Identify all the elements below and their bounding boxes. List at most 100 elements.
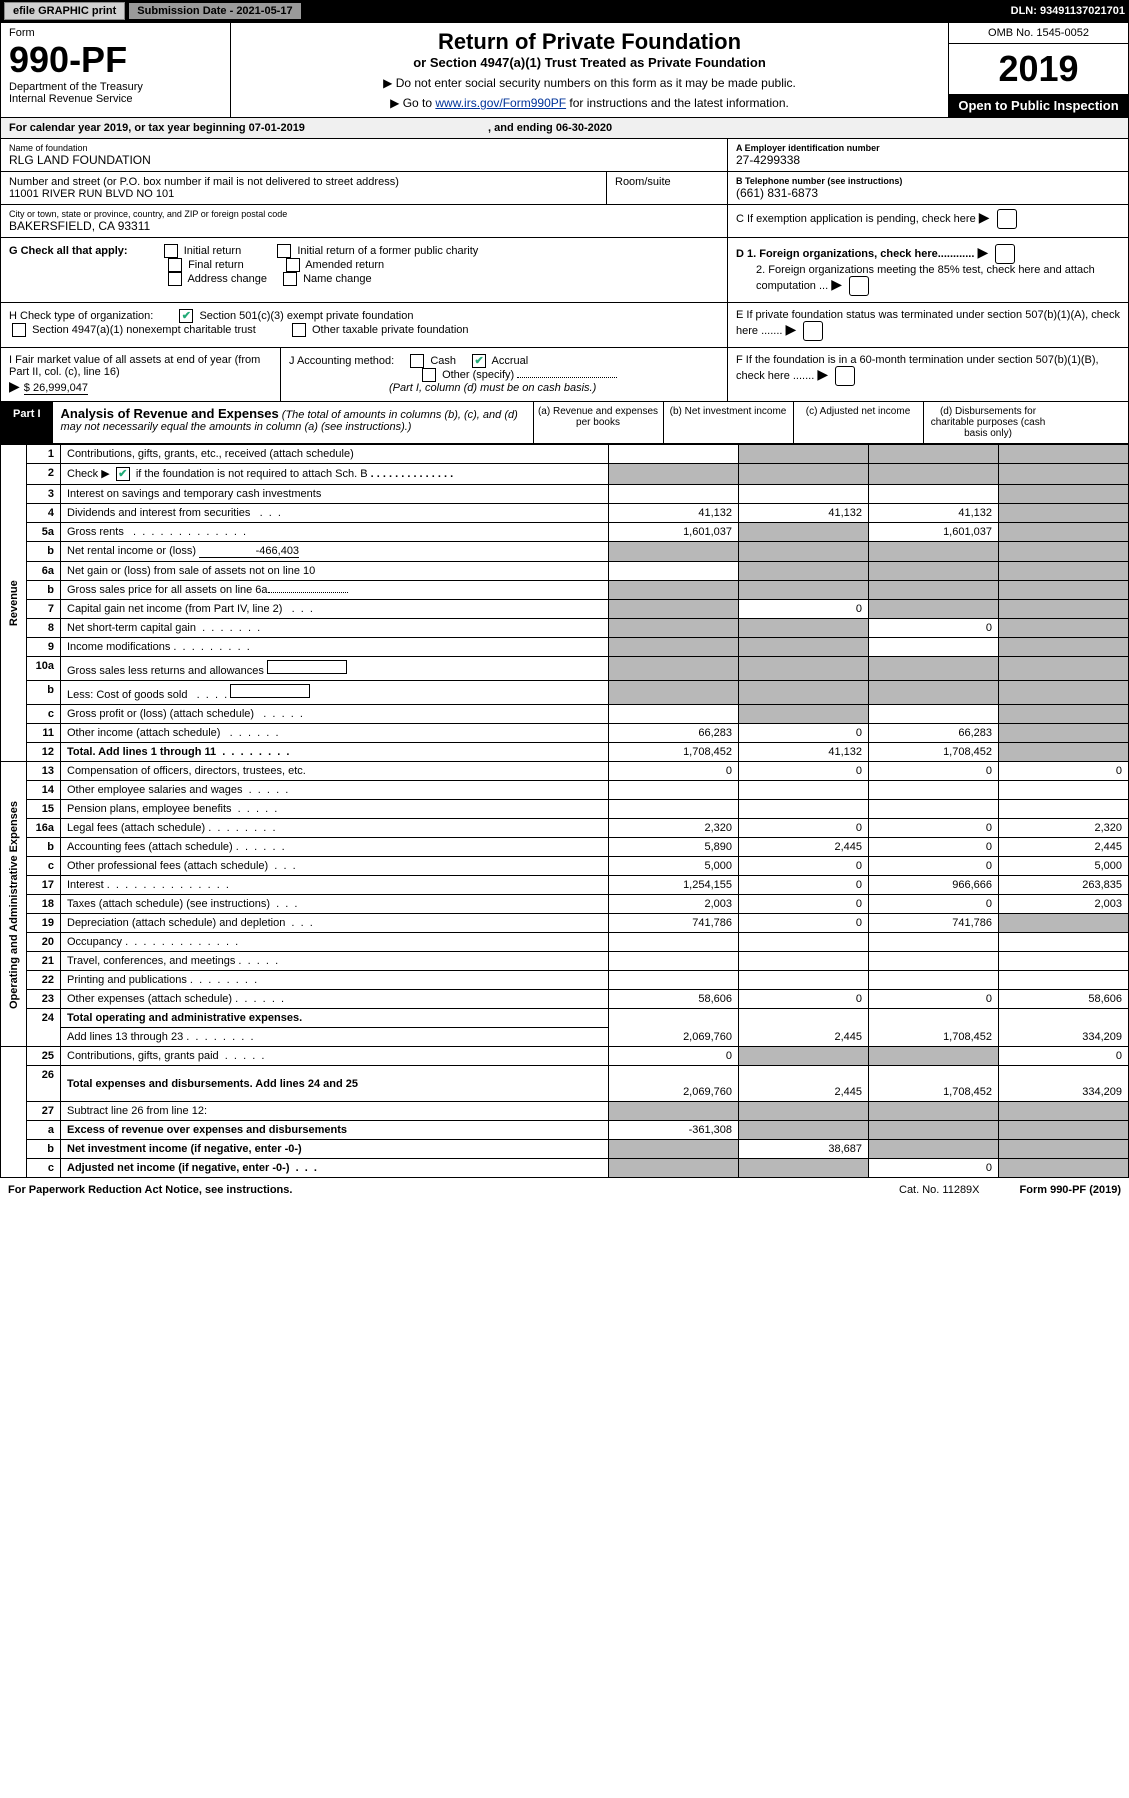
line-no: b <box>27 681 61 705</box>
chk-initial[interactable] <box>164 244 178 258</box>
ein-value: 27-4299338 <box>736 153 1120 167</box>
chk-sch-b[interactable]: ✔ <box>116 467 130 481</box>
ein-label: A Employer identification number <box>736 143 1120 153</box>
tel-cell: B Telephone number (see instructions) (6… <box>728 172 1128 205</box>
opt-other-method: Other (specify) <box>442 369 514 381</box>
cell-val: 1,708,452 <box>609 743 739 762</box>
f-label: F If the foundation is in a 60-month ter… <box>736 354 1099 382</box>
cell-val: 0 <box>739 876 869 895</box>
chk-final[interactable] <box>168 258 182 272</box>
arrow-icon: ▶ <box>786 321 797 337</box>
part1-table: Revenue 1Contributions, gifts, grants, e… <box>0 444 1129 1178</box>
j-note: (Part I, column (d) must be on cash basi… <box>389 382 596 394</box>
cell-val: 2,320 <box>609 819 739 838</box>
chk-cash[interactable] <box>410 354 424 368</box>
chk-other-taxable[interactable] <box>292 323 306 337</box>
note-goto-pre: ▶ Go to <box>390 96 435 110</box>
col-c-header: (c) Adjusted net income <box>793 402 923 443</box>
j-label: J Accounting method: <box>289 355 394 367</box>
cell-val: 0 <box>739 762 869 781</box>
d1-row: D 1. Foreign organizations, check here..… <box>736 244 1120 264</box>
dln: DLN: 93491137021701 <box>1011 5 1125 17</box>
line-no: 20 <box>27 933 61 952</box>
dept-treasury: Department of the Treasury <box>9 81 222 93</box>
cell-val: 0 <box>739 724 869 743</box>
cell-val: 41,132 <box>739 504 869 523</box>
line-desc: Other professional fees (attach schedule… <box>61 857 609 876</box>
form-label: Form <box>9 27 222 39</box>
chk-accrual[interactable]: ✔ <box>472 354 486 368</box>
irs-link[interactable]: www.irs.gov/Form990PF <box>435 96 566 110</box>
form-subtitle: or Section 4947(a)(1) Trust Treated as P… <box>237 55 942 70</box>
cat-no: Cat. No. 11289X <box>899 1184 980 1196</box>
i-label: I Fair market value of all assets at end… <box>9 354 260 378</box>
d1-checkbox[interactable] <box>995 244 1015 264</box>
cell-val: 334,209 <box>999 1009 1129 1047</box>
chk-addr-change[interactable] <box>168 272 182 286</box>
chk-name-change[interactable] <box>283 272 297 286</box>
line-no: 14 <box>27 781 61 800</box>
opt-final: Final return <box>188 259 244 271</box>
line-no: 4 <box>27 504 61 523</box>
calendar-year-row: For calendar year 2019, or tax year begi… <box>0 118 1129 139</box>
cell-val: -361,308 <box>609 1121 739 1140</box>
line-desc: Travel, conferences, and meetings . . . … <box>61 952 609 971</box>
f-cell: F If the foundation is in a 60-month ter… <box>728 348 1128 401</box>
cell-val: 0 <box>869 895 999 914</box>
efile-header-bar: efile GRAPHIC print Submission Date - 20… <box>0 0 1129 22</box>
e-checkbox[interactable] <box>803 321 823 341</box>
line-no: 24 <box>27 1009 61 1047</box>
efile-print-button[interactable]: efile GRAPHIC print <box>4 2 125 20</box>
line-desc: Legal fees (attach schedule) . . . . . .… <box>61 819 609 838</box>
cell-val: 0 <box>999 762 1129 781</box>
cell-val: 1,708,452 <box>869 1066 999 1102</box>
line-desc: Subtract line 26 from line 12: <box>61 1102 609 1121</box>
line-desc: Contributions, gifts, grants, etc., rece… <box>61 445 609 464</box>
revenue-sidelabel: Revenue <box>1 445 27 762</box>
h-row: H Check type of organization: ✔ Section … <box>0 303 1129 348</box>
line-no: a <box>27 1121 61 1140</box>
cell-val: 5,000 <box>999 857 1129 876</box>
arrow-icon: ▶ <box>977 244 988 260</box>
opt-initial-public: Initial return of a former public charit… <box>297 245 478 257</box>
cell-val: 1,254,155 <box>609 876 739 895</box>
cell-val: 1,601,037 <box>869 523 999 542</box>
line-no: c <box>27 705 61 724</box>
line-desc: Depreciation (attach schedule) and deple… <box>61 914 609 933</box>
cell-val: 966,666 <box>869 876 999 895</box>
chk-501c3[interactable]: ✔ <box>179 309 193 323</box>
city-state-zip: BAKERSFIELD, CA 93311 <box>9 219 719 233</box>
cell-val: 2,069,760 <box>609 1066 739 1102</box>
c-checkbox[interactable] <box>997 209 1017 229</box>
cell-val: 0 <box>739 895 869 914</box>
line-no: 19 <box>27 914 61 933</box>
note-goto: ▶ Go to www.irs.gov/Form990PF for instru… <box>237 96 942 110</box>
line-desc: Taxes (attach schedule) (see instruction… <box>61 895 609 914</box>
part1-badge: Part I <box>1 402 53 443</box>
open-to-public: Open to Public Inspection <box>949 94 1128 117</box>
omb-number: OMB No. 1545-0052 <box>949 23 1128 44</box>
form-header: Form 990-PF Department of the Treasury I… <box>0 22 1129 118</box>
fmv-value: $ 26,999,047 <box>24 382 88 395</box>
d2-checkbox[interactable] <box>849 276 869 296</box>
cell-val: 66,283 <box>609 724 739 743</box>
line-desc: Gross profit or (loss) (attach schedule)… <box>61 705 609 724</box>
cell-val: 263,835 <box>999 876 1129 895</box>
cell-val: 5,000 <box>609 857 739 876</box>
line-desc: Add lines 13 through 23 . . . . . . . . <box>61 1028 609 1047</box>
chk-initial-public[interactable] <box>277 244 291 258</box>
cell-val: 58,606 <box>999 990 1129 1009</box>
opt-initial: Initial return <box>184 245 241 257</box>
f-checkbox[interactable] <box>835 366 855 386</box>
cell-val: 0 <box>869 838 999 857</box>
chk-other-method[interactable] <box>422 368 436 382</box>
line-no: 3 <box>27 485 61 504</box>
cell-val: 66,283 <box>869 724 999 743</box>
line-desc: Contributions, gifts, grants paid . . . … <box>61 1047 609 1066</box>
line-no: 7 <box>27 600 61 619</box>
cal-pre: For calendar year 2019, or tax year begi… <box>9 122 249 134</box>
chk-amended[interactable] <box>286 258 300 272</box>
cell-val: 41,132 <box>609 504 739 523</box>
chk-4947[interactable] <box>12 323 26 337</box>
irs-label: Internal Revenue Service <box>9 93 222 105</box>
